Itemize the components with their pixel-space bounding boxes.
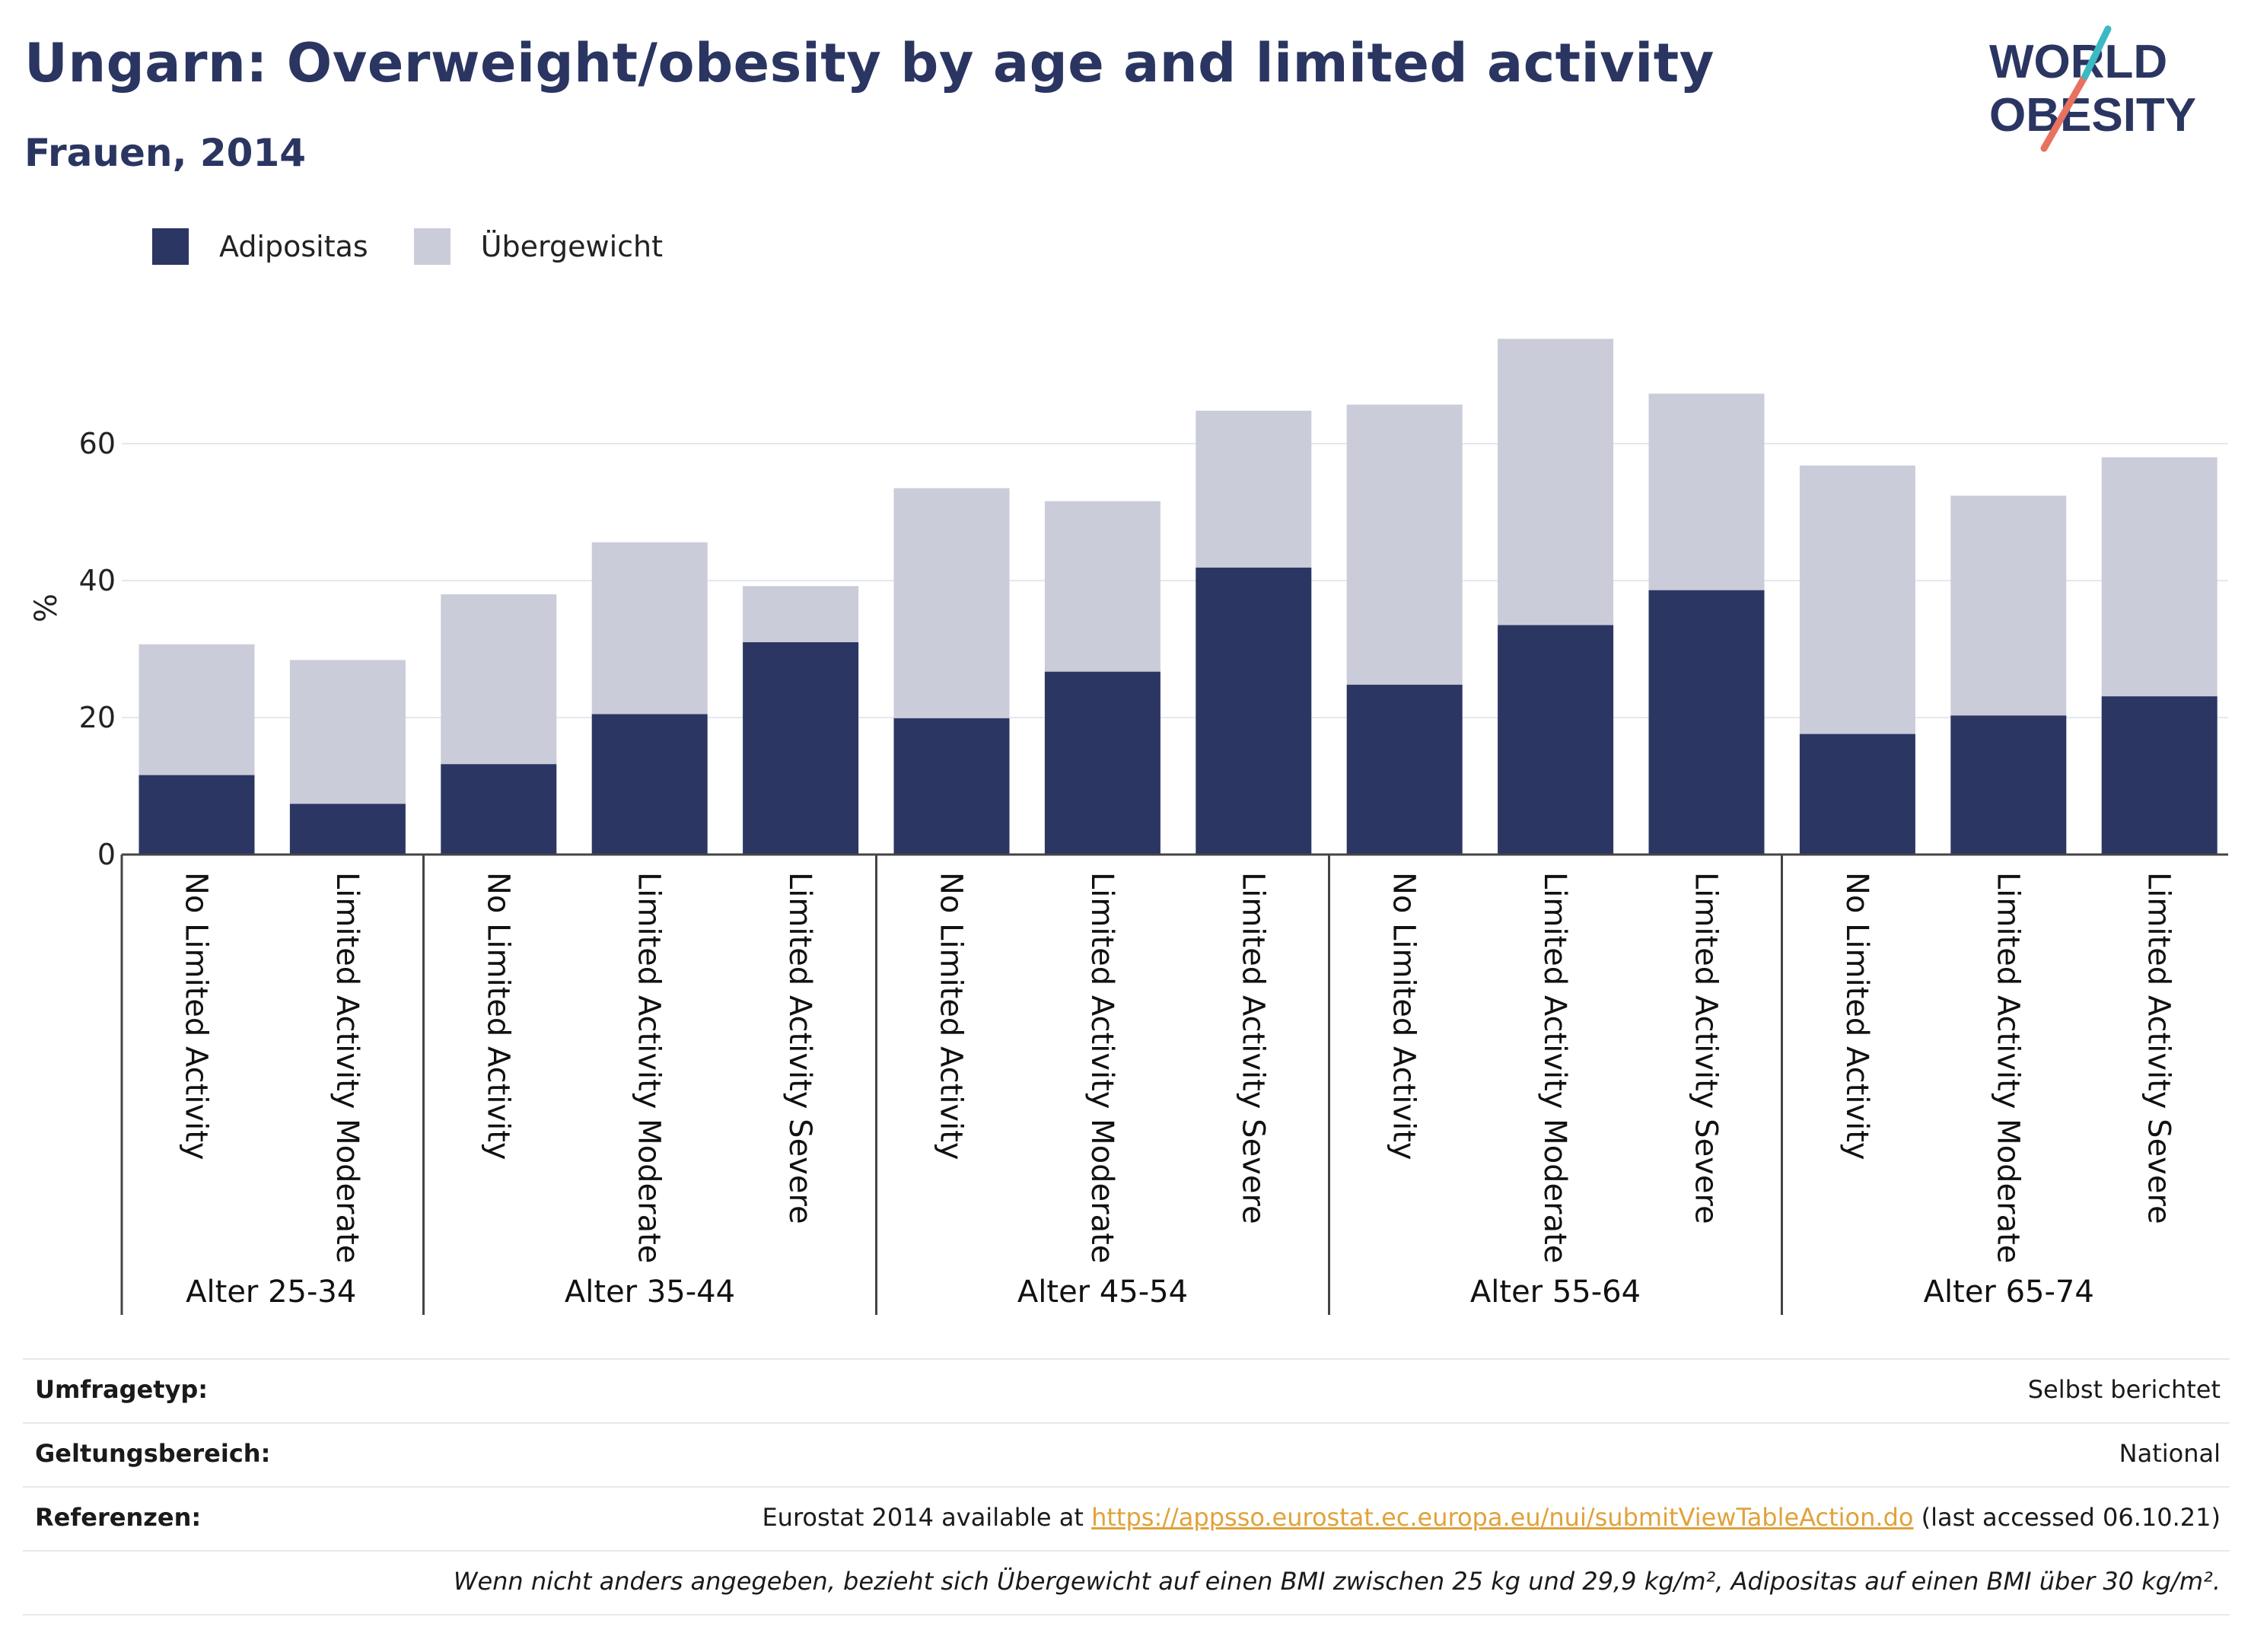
bar-overweight bbox=[289, 660, 406, 804]
bar-overweight bbox=[893, 488, 1010, 718]
bar-obesity bbox=[1044, 671, 1161, 855]
x-category-label: Limited Activity Moderate bbox=[1537, 872, 1572, 1263]
x-group-label: Alter 55-64 bbox=[1470, 1275, 1641, 1310]
bar-overweight bbox=[1950, 495, 2067, 716]
meta-row-survey: Umfragetyp: Selbst berichtet bbox=[23, 1358, 2230, 1422]
x-group-label: Alter 65-74 bbox=[1924, 1275, 2094, 1310]
bar-obesity bbox=[1196, 567, 1312, 855]
x-category-label: No Limited Activity bbox=[1387, 872, 1422, 1160]
x-category-label: Limited Activity Moderate bbox=[330, 872, 365, 1263]
bar-obesity bbox=[743, 642, 859, 855]
ref-link[interactable]: https://appsso.eurostat.ec.europa.eu/nui… bbox=[1091, 1503, 1914, 1532]
x-group-label: Alter 45-54 bbox=[1017, 1275, 1188, 1310]
x-category-label: No Limited Activity bbox=[934, 872, 969, 1160]
bar-overweight bbox=[138, 644, 255, 775]
bar-obesity bbox=[1346, 684, 1463, 855]
legend-swatch-overweight bbox=[413, 228, 451, 265]
y-axis-label: % bbox=[29, 594, 64, 622]
chart-title: Ungarn: Overweight/obesity by age and li… bbox=[24, 32, 1715, 94]
meta-value-survey: Selbst berichtet bbox=[2027, 1375, 2221, 1404]
bar-overweight bbox=[1498, 339, 1614, 625]
meta-value-scope: National bbox=[2119, 1439, 2221, 1468]
x-category-label: Limited Activity Moderate bbox=[632, 872, 667, 1263]
chart-subtitle: Frauen, 2014 bbox=[24, 131, 307, 175]
x-category-label: Limited Activity Severe bbox=[1235, 872, 1270, 1224]
meta-label-references: Referenzen: bbox=[35, 1503, 202, 1532]
x-group-label: Alter 35-44 bbox=[565, 1275, 735, 1310]
ref-suffix: (last accessed 06.10.21) bbox=[1913, 1503, 2221, 1532]
y-tick-label: 20 bbox=[79, 701, 116, 734]
x-category-label: Limited Activity Moderate bbox=[1084, 872, 1119, 1263]
bar-obesity bbox=[289, 804, 406, 855]
bar-overweight bbox=[2101, 457, 2218, 697]
bar-obesity bbox=[2101, 696, 2218, 855]
x-category-label: Limited Activity Severe bbox=[2141, 872, 2176, 1224]
legend-label-overweight: Übergewicht bbox=[480, 230, 663, 263]
meta-label-survey: Umfragetyp: bbox=[35, 1375, 209, 1404]
bar-overweight bbox=[1044, 501, 1161, 672]
legend-label-obesity: Adipositas bbox=[219, 230, 368, 263]
x-category-label: Limited Activity Moderate bbox=[1990, 872, 2025, 1263]
logo-text-obesity: OBESITY bbox=[1989, 89, 2196, 142]
meta-row-note: Wenn nicht anders angegeben, bezieht sic… bbox=[23, 1550, 2230, 1615]
x-category-label: No Limited Activity bbox=[480, 872, 515, 1160]
stacked-bar-chart: 0 20 40 60% No Limited Activity Limited Activ… bbox=[29, 339, 2228, 1315]
bar-obesity bbox=[893, 718, 1010, 855]
bar-obesity bbox=[441, 764, 557, 855]
y-tick-label: 0 bbox=[97, 838, 116, 871]
x-group-label: Alter 25-34 bbox=[186, 1275, 356, 1310]
bar-overweight bbox=[1799, 465, 1915, 734]
meta-label-scope: Geltungsbereich: bbox=[35, 1439, 271, 1468]
logo-slash-coral bbox=[2040, 72, 2089, 152]
bar-obesity bbox=[1799, 734, 1915, 855]
bar-overweight bbox=[1196, 410, 1312, 568]
bar-overweight bbox=[1648, 393, 1765, 590]
world-obesity-logo: WORLD OBESITY bbox=[1989, 25, 2196, 152]
y-tick-label: 60 bbox=[79, 427, 116, 460]
legend-item-obesity[interactable]: Adipositas bbox=[152, 228, 368, 265]
meta-row-scope: Geltungsbereich: National bbox=[23, 1422, 2230, 1486]
ref-prefix: Eurostat 2014 available at bbox=[762, 1503, 1092, 1532]
bar-overweight bbox=[1346, 404, 1463, 685]
x-category-label: No Limited Activity bbox=[1839, 872, 1874, 1160]
bar-obesity bbox=[1648, 590, 1765, 855]
bar-obesity bbox=[138, 775, 255, 855]
metadata-table: Umfragetyp: Selbst berichtet Geltungsber… bbox=[23, 1358, 2230, 1615]
x-category-label: Limited Activity Severe bbox=[782, 872, 817, 1224]
bar-obesity bbox=[1950, 715, 2067, 855]
x-category-label: No Limited Activity bbox=[179, 872, 214, 1160]
bar-obesity bbox=[1498, 625, 1614, 855]
legend-item-overweight[interactable]: Übergewicht bbox=[413, 228, 663, 265]
y-tick-label: 40 bbox=[79, 564, 116, 597]
logo-text-world: WORLD bbox=[1989, 36, 2167, 88]
logo-slash-teal bbox=[2081, 25, 2112, 80]
x-category-label: Limited Activity Severe bbox=[1689, 872, 1724, 1224]
bar-overweight bbox=[591, 542, 708, 715]
meta-note: Wenn nicht anders angegeben, bezieht sic… bbox=[453, 1567, 2221, 1596]
meta-value-references: Eurostat 2014 available at https://appss… bbox=[762, 1503, 2221, 1532]
bar-overweight bbox=[743, 586, 859, 642]
bar-obesity bbox=[591, 714, 708, 855]
chart-legend: Adipositas Übergewicht bbox=[152, 227, 708, 266]
meta-row-references: Referenzen: Eurostat 2014 available at h… bbox=[23, 1486, 2230, 1550]
legend-swatch-obesity bbox=[152, 228, 189, 265]
bar-overweight bbox=[441, 594, 557, 765]
